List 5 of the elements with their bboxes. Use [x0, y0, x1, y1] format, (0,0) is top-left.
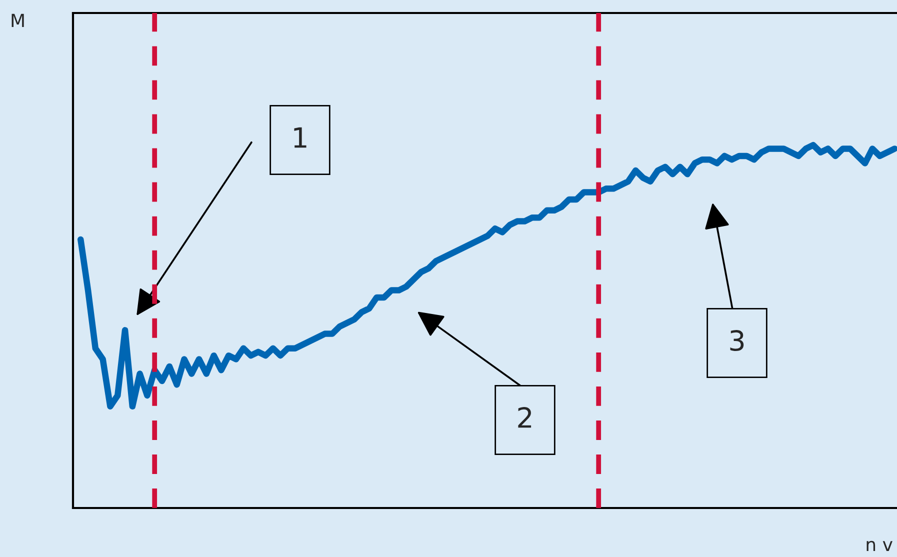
text: M	[12, 14, 24, 27]
annotation: 3	[730, 330, 744, 352]
annotation: 2	[518, 407, 532, 428]
annotation: 1	[294, 127, 306, 148]
x-axis-title: n v	[866, 540, 892, 551]
